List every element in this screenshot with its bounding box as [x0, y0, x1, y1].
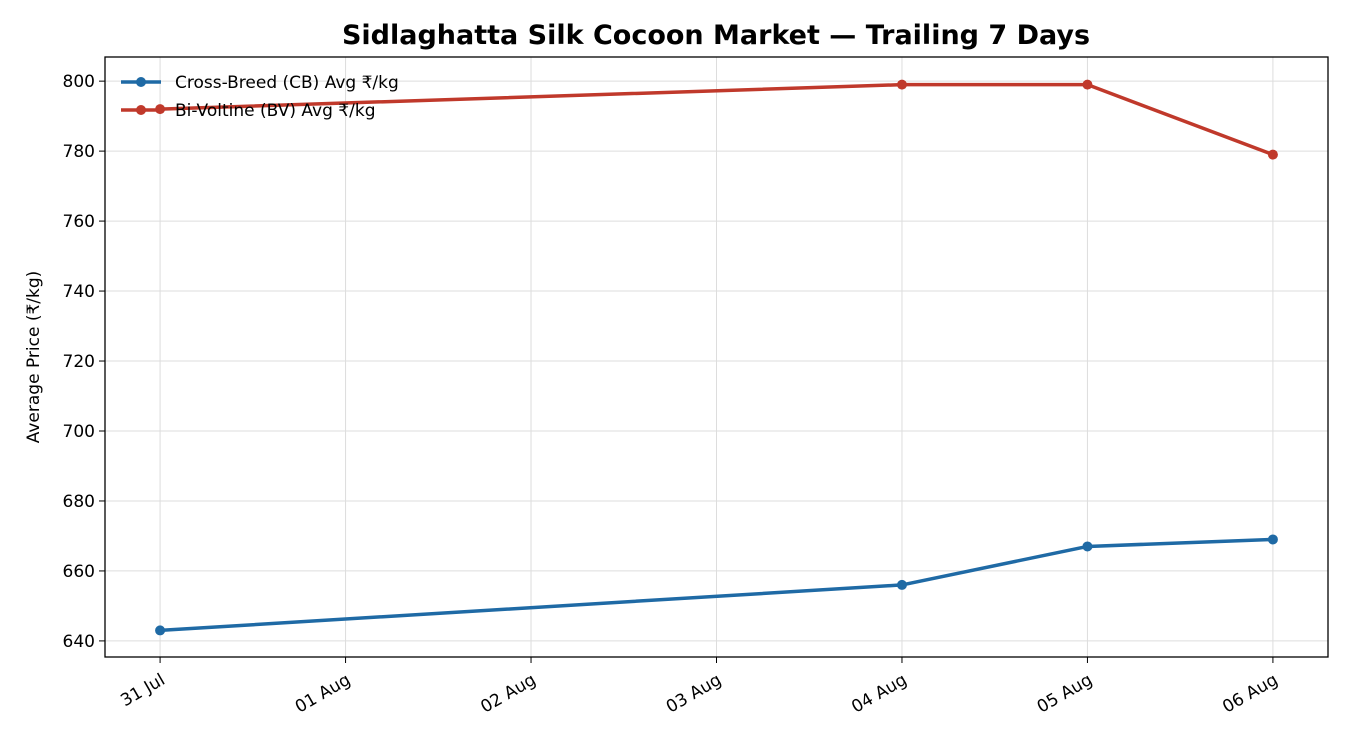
point — [1267, 534, 1278, 545]
legend-label: Cross-Breed (CB) Avg ₹/kg — [175, 73, 399, 93]
series-line — [159, 537, 1273, 633]
point — [1082, 541, 1093, 552]
y-tick-label: 800 — [63, 72, 95, 92]
legend-marker — [136, 105, 146, 115]
y-axis-label: Average Price (₹/kg) — [24, 271, 44, 444]
point — [896, 79, 907, 90]
y-tick-label: 780 — [63, 142, 95, 162]
y-tick-label: 680 — [63, 492, 95, 512]
y-tick-label: 760 — [63, 212, 95, 232]
chart-title: Sidlaghatta Silk Cocoon Market — Trailin… — [342, 20, 1090, 51]
legend-marker — [136, 77, 146, 87]
plot-frame — [104, 56, 1329, 658]
y-tick-label: 740 — [63, 282, 95, 302]
y-tick-label: 700 — [63, 422, 95, 442]
point — [896, 579, 907, 590]
point — [1082, 79, 1093, 90]
y-tick-label: 660 — [63, 562, 95, 582]
y-tick-label: 640 — [63, 632, 95, 652]
point — [155, 625, 166, 636]
point — [1267, 149, 1278, 160]
y-tick-label: 720 — [63, 352, 95, 372]
legend-label: Bi-Voltine (BV) Avg ₹/kg — [175, 101, 376, 121]
series-line — [160, 82, 1274, 157]
